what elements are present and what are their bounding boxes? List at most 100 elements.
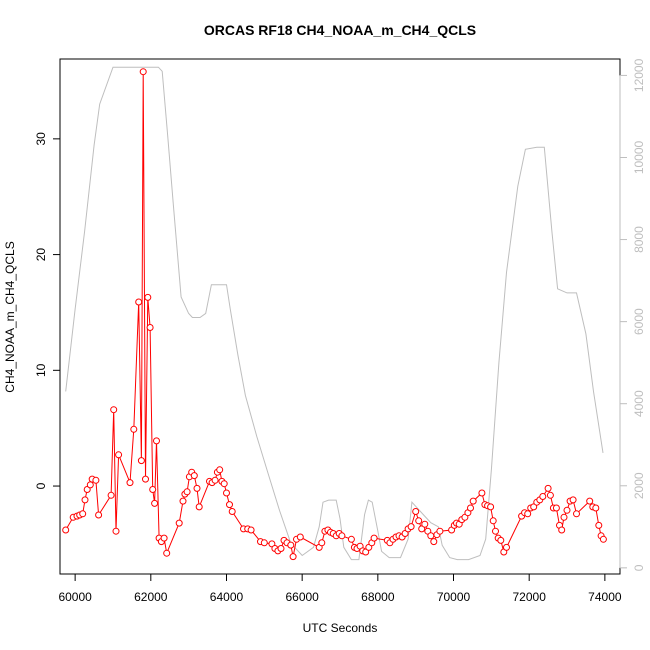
data-point (216, 466, 224, 474)
data-point (62, 526, 70, 534)
data-point (193, 484, 201, 492)
data-point (563, 506, 571, 514)
x-axis: 60000 62000 64000 66000 68000 70000 72000 74000 (58, 573, 622, 604)
data-point (112, 527, 120, 535)
data-point (247, 526, 255, 534)
data-point (552, 504, 560, 512)
data-point (592, 504, 600, 512)
x-tick-label: 74000 (588, 590, 622, 604)
x-tick-label: 66000 (285, 590, 319, 604)
x-axis-label: UTC Seconds (303, 621, 378, 635)
data-point (412, 508, 420, 515)
data-point (95, 511, 103, 519)
data-point (175, 519, 183, 527)
data-point (277, 545, 285, 552)
x-tick-label: 72000 (513, 590, 547, 604)
data-point (347, 535, 355, 543)
data-point (296, 533, 304, 541)
data-point (503, 543, 510, 551)
y-tick-label: 10 (34, 363, 48, 377)
data-point (130, 425, 138, 433)
data-point (586, 497, 594, 505)
data-point (492, 527, 499, 535)
data-point (146, 324, 154, 331)
right-tick-label: 2000 (632, 472, 646, 499)
right-tick-label: 12000 (632, 58, 646, 92)
data-point (539, 493, 547, 500)
data-point (573, 510, 580, 518)
secondary-series-line (65, 66, 604, 561)
data-point (92, 476, 100, 484)
data-point (524, 510, 532, 518)
data-point (560, 513, 568, 521)
data-point (338, 532, 346, 540)
y-tick-label: 20 (34, 248, 48, 262)
data-point (421, 520, 429, 528)
data-point (179, 497, 187, 505)
data-point (260, 539, 268, 547)
data-point (149, 486, 157, 493)
data-point (86, 481, 94, 489)
data-point (139, 68, 147, 76)
x-tick-label: 60000 (58, 590, 92, 604)
secondary-series (65, 66, 604, 561)
y-tick-label: 30 (34, 132, 48, 146)
data-point (595, 521, 603, 529)
data-point (183, 488, 191, 496)
data-point (287, 541, 295, 549)
data-point (467, 504, 474, 512)
data-point (497, 536, 505, 544)
data-point (190, 472, 198, 480)
primary-series-line (65, 71, 604, 557)
data-point (544, 484, 552, 492)
x-tick-label: 70000 (437, 590, 471, 604)
right-tick-label: 10000 (632, 140, 646, 174)
data-point (370, 534, 378, 542)
data-point (469, 497, 477, 505)
data-point (144, 293, 152, 301)
data-point (427, 532, 435, 540)
data-point (569, 496, 577, 504)
right-tick-label: 8000 (632, 226, 646, 253)
right-tick-label: 6000 (632, 308, 646, 335)
data-point (546, 491, 554, 499)
data-point (487, 503, 495, 511)
data-point (489, 517, 497, 525)
data-point (415, 517, 423, 525)
data-point (211, 476, 219, 484)
data-point (126, 479, 134, 487)
data-point (79, 510, 87, 518)
x-tick-label: 62000 (134, 590, 168, 604)
y-axis: 0 10 20 30 (34, 132, 61, 489)
data-point (151, 499, 159, 507)
data-point (153, 437, 160, 445)
data-point (407, 523, 415, 531)
chart-title: ORCAS RF18 CH4_NOAA_m_CH4_QCLS (204, 22, 476, 38)
data-point (226, 501, 233, 509)
data-point (160, 534, 168, 542)
data-point (142, 475, 149, 483)
data-point (436, 527, 444, 535)
data-point (107, 491, 115, 499)
data-point (430, 538, 438, 546)
data-point (137, 457, 145, 465)
data-point (135, 298, 143, 306)
data-point (81, 496, 89, 504)
right-axis: 0 2000 4000 6000 8000 10000 12000 (619, 58, 646, 571)
right-tick-label: 0 (632, 564, 646, 571)
primary-series (62, 68, 607, 561)
data-point (478, 489, 486, 497)
data-point (289, 553, 297, 561)
data-point (599, 535, 607, 543)
data-point (163, 549, 171, 557)
data-point (220, 480, 228, 488)
right-tick-label: 4000 (632, 390, 646, 417)
data-point (195, 503, 203, 511)
data-point (228, 508, 236, 515)
data-point (115, 451, 123, 459)
data-point (110, 406, 118, 414)
data-point (530, 503, 538, 511)
data-point (223, 489, 230, 497)
data-point (318, 539, 326, 547)
